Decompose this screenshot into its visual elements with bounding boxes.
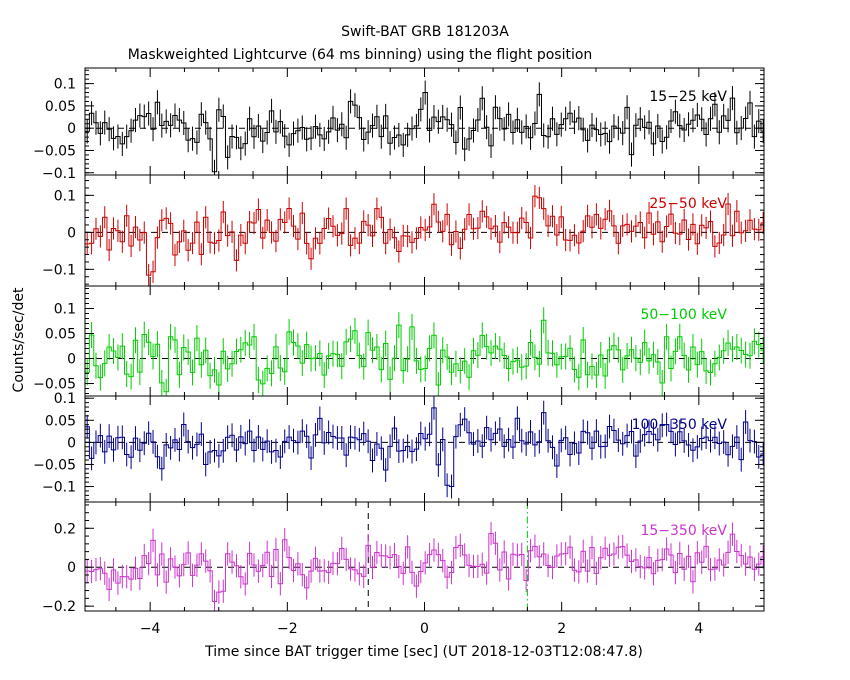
panel-frame [84,395,765,503]
x-tick-label: 0 [420,621,429,637]
y-tick-label: 0.05 [45,413,76,429]
series-1 [85,80,764,175]
series-5 [85,521,764,611]
y-tick-label: −0.1 [42,480,76,496]
panel-5: 0.2 0 −0.2 15−350 keV [42,501,765,615]
y-tick-label: 0.1 [54,391,76,407]
band-label: 50−100 keV [640,307,727,323]
panel-2: 0.1 0 −0.1 25−50 keV [42,174,765,287]
series-line [85,407,764,487]
series-line [85,92,764,173]
chart-subtitle: Maskweighted Lightcurve (64 ms binning) … [128,47,593,63]
panel-1: 0.1 0.05 0 −0.05 −0.1 15−25 keV [33,67,765,182]
y-axis-label: Counts/sec/det [11,287,27,392]
y-tick-label: −0.05 [33,457,76,473]
series-line [85,319,764,393]
chart-title: Swift-BAT GRB 181203A [341,24,509,40]
panel-frame [84,67,765,176]
band-label: 15−25 keV [649,89,727,105]
series-3 [85,307,764,396]
y-tick-label: 0.1 [54,188,76,204]
x-tick-label: 4 [694,621,703,637]
series-4 [85,396,764,499]
band-label: 15−350 keV [640,523,727,539]
y-tick-label: 0.1 [54,77,76,93]
y-tick-label: 0 [67,121,76,137]
y-tick-label: −0.1 [42,262,76,278]
series-line [85,533,764,602]
x-tick-label: 2 [557,621,566,637]
band-label: 25−50 keV [649,196,727,212]
y-tick-label: 0 [67,352,76,368]
x-tick-label: −2 [277,621,298,637]
y-tick-label: 0.05 [45,99,76,115]
y-tick-label: 0 [67,435,76,451]
y-tick-label: 0 [67,560,76,576]
y-tick-label: −0.05 [33,377,76,393]
panel-4: 0.1 0.05 0 −0.05 −0.1 100−350 keV [33,391,765,503]
y-tick-label: −0.2 [42,599,76,615]
series-line [85,195,764,276]
x-tick-label: −4 [140,621,161,637]
y-tick-label: 0.05 [45,327,76,343]
series-2 [85,185,764,286]
x-axis-label: Time since BAT trigger time [sec] (UT 20… [204,644,643,660]
y-tick-label: −0.1 [42,166,76,182]
panel-3: 0.1 0.05 0 −0.05 50−100 keV [33,285,765,397]
y-tick-label: 0 [67,225,76,241]
y-tick-label: −0.05 [33,143,76,159]
panels-group: 0.1 0.05 0 −0.05 −0.1 15−25 keV 0.1 0 −0.1 25−50 … [33,67,765,637]
y-tick-label: 0.1 [54,302,76,318]
y-tick-label: 0.2 [54,521,76,537]
band-label: 100−350 keV [632,417,728,433]
